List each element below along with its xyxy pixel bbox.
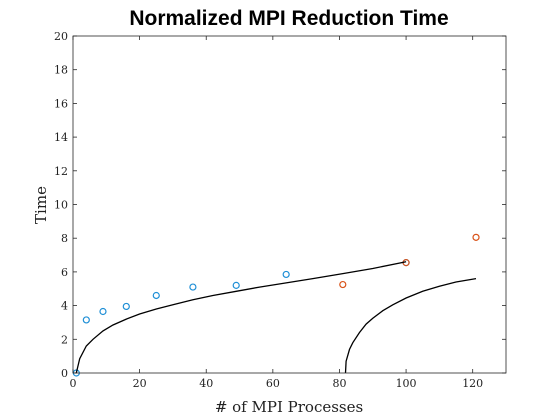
y-tick-label: 16 xyxy=(54,97,68,110)
data-point xyxy=(82,316,90,324)
y-tick-label: 18 xyxy=(54,64,68,77)
data-point xyxy=(232,281,240,289)
axes-box xyxy=(72,35,507,374)
y-tick-label: 14 xyxy=(54,131,68,144)
data-point xyxy=(189,283,197,291)
data-point xyxy=(282,270,290,279)
y-tick-label: 6 xyxy=(61,266,68,279)
chart-title: Normalized MPI Reduction Time xyxy=(129,7,448,30)
y-tick-label: 0 xyxy=(61,367,68,380)
fit-curve-3 xyxy=(344,277,477,374)
data-point xyxy=(122,302,130,311)
x-tick-label: 120 xyxy=(462,377,483,390)
x-tick-label: 20 xyxy=(133,377,147,390)
y-tick-label: 8 xyxy=(61,232,68,245)
y-tick-label: 2 xyxy=(61,333,68,346)
y-tick-label: 12 xyxy=(54,165,68,178)
data-point xyxy=(339,280,347,289)
data-point xyxy=(152,291,160,300)
x-tick-label: 60 xyxy=(266,377,280,390)
fit-curve-2 xyxy=(75,261,407,374)
y-tick-label: 20 xyxy=(54,30,68,43)
y-axis-label: Time xyxy=(32,186,50,224)
y-tick-label: 4 xyxy=(61,300,68,313)
x-tick-label: 80 xyxy=(332,377,346,390)
x-tick-label: 40 xyxy=(199,377,213,390)
x-axis-label: # of MPI Processes xyxy=(215,398,363,416)
y-tick-label: 10 xyxy=(54,199,68,212)
data-point xyxy=(472,233,480,241)
data-point xyxy=(99,307,107,316)
x-tick-label: 0 xyxy=(70,377,77,390)
x-tick-label: 100 xyxy=(396,377,417,390)
